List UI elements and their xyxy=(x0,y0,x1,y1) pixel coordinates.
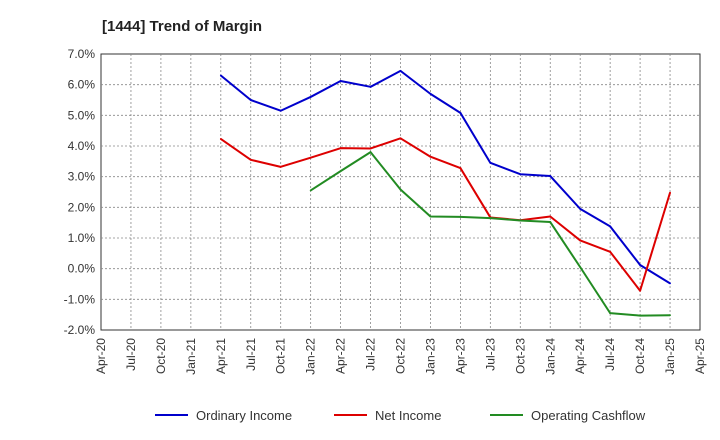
y-tick-label: 1.0% xyxy=(68,231,96,245)
data-point xyxy=(339,170,342,173)
data-point xyxy=(399,137,402,140)
data-point xyxy=(609,312,612,315)
data-point xyxy=(279,165,282,168)
y-tick-label: 3.0% xyxy=(68,170,96,184)
data-point xyxy=(429,92,432,95)
x-tick-label: Oct-21 xyxy=(274,338,288,374)
data-point xyxy=(549,175,552,177)
data-point xyxy=(579,207,582,210)
x-tick-label: Jul-23 xyxy=(483,338,497,371)
data-point xyxy=(279,109,282,112)
data-point xyxy=(549,221,552,223)
y-tick-label: 6.0% xyxy=(68,78,96,92)
data-point xyxy=(369,151,372,154)
data-point xyxy=(459,215,462,218)
x-tick-label: Apr-23 xyxy=(453,338,467,374)
x-tick-label: Jul-20 xyxy=(124,338,138,371)
data-point xyxy=(309,96,312,98)
legend: Ordinary Income Net Income Operating Cashf… xyxy=(155,408,646,423)
data-point xyxy=(369,85,372,88)
data-point xyxy=(609,250,612,253)
x-tick-label: Oct-22 xyxy=(394,338,408,374)
data-point xyxy=(249,158,252,161)
data-point xyxy=(459,167,462,169)
x-tick-label: Jul-21 xyxy=(244,338,258,371)
plot-area xyxy=(100,53,701,331)
data-point xyxy=(369,147,372,150)
data-point xyxy=(669,191,671,194)
y-tick-label: 4.0% xyxy=(68,139,96,153)
data-point xyxy=(639,289,641,292)
data-point xyxy=(309,156,312,159)
data-point xyxy=(309,189,312,192)
x-tick-label: Jan-23 xyxy=(423,338,437,375)
data-point xyxy=(429,215,432,218)
x-tick-label: Oct-24 xyxy=(633,338,647,374)
data-point xyxy=(489,217,492,219)
data-point xyxy=(429,155,432,158)
data-point xyxy=(579,239,582,242)
x-tick-label: Apr-24 xyxy=(573,338,587,374)
y-tick-label: 7.0% xyxy=(68,47,96,61)
x-axis: Apr-20 Jul-20 Oct-20 Jan-21 Apr-21 Jul-21 Oct-… xyxy=(94,338,707,375)
x-tick-label: Apr-22 xyxy=(334,338,348,374)
data-point xyxy=(219,138,222,140)
legend-label: Operating Cashflow xyxy=(531,408,646,423)
data-point xyxy=(639,314,641,317)
data-point xyxy=(609,225,612,228)
x-tick-label: Apr-21 xyxy=(214,338,228,374)
x-tick-label: Jan-25 xyxy=(663,338,677,375)
data-point xyxy=(639,264,641,266)
data-point xyxy=(549,215,552,218)
data-point xyxy=(459,111,462,114)
x-tick-label: Jul-22 xyxy=(364,338,378,371)
data-point xyxy=(219,74,222,77)
data-point xyxy=(489,161,492,164)
data-point xyxy=(669,314,671,317)
x-tick-label: Jan-22 xyxy=(304,338,318,375)
x-tick-label: Jan-24 xyxy=(543,338,557,375)
data-point xyxy=(519,219,522,222)
x-tick-label: Jan-21 xyxy=(184,338,198,375)
y-tick-label: -1.0% xyxy=(64,292,96,306)
data-point xyxy=(519,173,522,176)
data-point xyxy=(399,188,402,191)
y-tick-label: 5.0% xyxy=(68,108,96,122)
x-tick-label: Oct-23 xyxy=(513,338,527,374)
data-point xyxy=(579,266,582,269)
data-point xyxy=(669,282,671,285)
y-tick-label: 0.0% xyxy=(68,262,96,276)
data-point xyxy=(399,69,402,72)
y-axis: 7.0% 6.0% 5.0% 4.0% 3.0% 2.0% 1.0% 0.0% -1.0% -2.… xyxy=(64,47,96,337)
chart-title: [1444] Trend of Margin xyxy=(102,18,262,35)
legend-label: Ordinary Income xyxy=(196,408,292,423)
data-point xyxy=(249,99,252,101)
data-point xyxy=(339,80,342,82)
y-tick-label: 2.0% xyxy=(68,200,96,214)
x-tick-label: Jul-24 xyxy=(603,338,617,371)
y-tick-label: -2.0% xyxy=(64,323,96,337)
series-line-0 xyxy=(220,69,671,285)
data-point xyxy=(339,147,342,150)
x-tick-label: Apr-25 xyxy=(693,338,707,374)
series-layer xyxy=(219,69,672,317)
x-tick-label: Oct-20 xyxy=(154,338,168,374)
legend-label: Net Income xyxy=(375,408,441,423)
series-line-1 xyxy=(220,137,672,292)
x-tick-label: Apr-20 xyxy=(94,338,108,374)
